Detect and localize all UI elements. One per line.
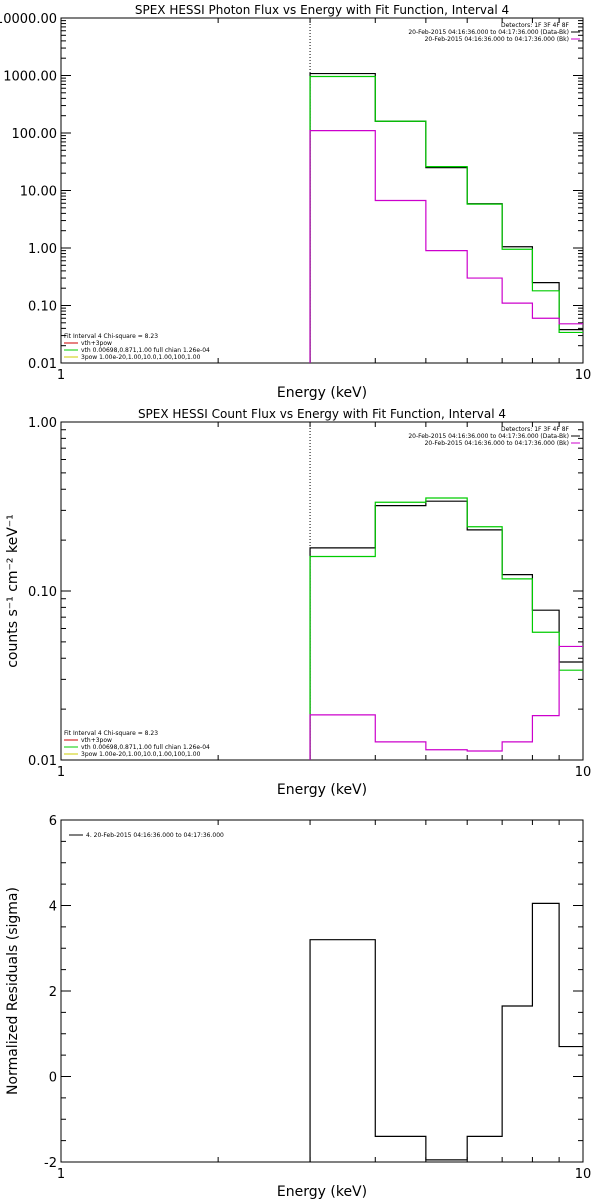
y-tick-label: 0.01 — [28, 754, 57, 769]
y-tick-label: 1.00 — [28, 242, 57, 257]
y-tick-label: 0.01 — [28, 357, 57, 372]
legend-entry: vth+3pow — [81, 340, 112, 347]
legend-entry: 3pow 1.00e-20,1.00,10.0,1.00,100,1.00 — [81, 751, 201, 758]
series-step-line — [309, 497, 583, 760]
y-tick-label: 1000.00 — [3, 70, 57, 85]
legend-entry: 20-Feb-2015 04:16:36.000 to 04:17:36.000… — [408, 29, 569, 36]
legend-entry: vth 0.00698,0.871,1.00 full chian 1.26e-… — [81, 347, 210, 354]
y-tick-label: 100.00 — [12, 127, 58, 142]
chart-title: SPEX HESSI Photon Flux vs Energy with Fi… — [135, 3, 509, 17]
y-tick-label: 6 — [49, 814, 57, 829]
legend-entry: 20-Feb-2015 04:16:36.000 to 04:17:36.000… — [425, 36, 569, 43]
x-axis-label: Energy (keV) — [277, 385, 367, 401]
series-group — [309, 72, 583, 363]
series-group — [309, 497, 583, 760]
y-tick-label: 1.00 — [28, 416, 57, 431]
y-tick-label: 0 — [49, 1071, 57, 1086]
x-tick-label: 1 — [57, 765, 65, 780]
series-group — [309, 902, 583, 1162]
y-tick-label: 10000.00 — [0, 12, 57, 27]
x-axis-label: Energy (keV) — [277, 1184, 367, 1200]
x-tick-label: 10 — [575, 368, 592, 383]
legend-entry: Fit Interval 4 Chi-square = 8.23 — [64, 730, 158, 737]
legend-entry: 3pow 1.00e-20,1.00,10.0,1.00,100,1.00 — [81, 354, 201, 361]
legend-entry: Detectors: 1F 3F 4F 8F — [501, 22, 570, 29]
series-step-line — [309, 75, 583, 363]
y-axis-label: Normalized Residuals (sigma) — [5, 887, 21, 1095]
x-tick-label: 10 — [575, 765, 592, 780]
y-axis-label: counts s⁻¹ cm⁻² keV⁻¹ — [5, 514, 21, 668]
legend-entry: 20-Feb-2015 04:16:36.000 to 04:17:36.000… — [408, 433, 569, 440]
x-tick-label: 10 — [575, 1167, 592, 1182]
x-axis-label: Energy (keV) — [277, 782, 367, 798]
plot-frame — [60, 421, 584, 761]
x-tick-label: 1 — [57, 1167, 65, 1182]
series-step-line — [309, 130, 583, 363]
legend-entry: 4. 20-Feb-2015 04:16:36.000 to 04:17:36.… — [86, 832, 224, 839]
y-tick-label: 0.10 — [28, 300, 57, 315]
plot-frame — [60, 819, 584, 1163]
y-tick-label: 4 — [49, 900, 57, 915]
y-tick-label: -2 — [44, 1156, 57, 1171]
legend-entry: Detectors: 1F 3F 4F 8F — [501, 426, 570, 433]
y-tick-label: 0.10 — [28, 585, 57, 600]
plot-frame — [60, 17, 584, 364]
x-tick-label: 1 — [57, 368, 65, 383]
legend-entry: vth 0.00698,0.871,1.00 full chian 1.26e-… — [81, 744, 210, 751]
legend-entry: vth+3pow — [81, 737, 112, 744]
chart-title: SPEX HESSI Count Flux vs Energy with Fit… — [138, 407, 506, 421]
series-step-line — [309, 500, 583, 760]
y-tick-label: 2 — [49, 985, 57, 1000]
series-step-line — [309, 645, 583, 760]
series-step-line — [309, 72, 583, 363]
y-tick-label: 10.00 — [20, 185, 57, 200]
series-step-line — [309, 902, 583, 1162]
legend-entry: 20-Feb-2015 04:16:36.000 to 04:17:36.000… — [425, 440, 569, 447]
legend-entry: Fit Interval 4 Chi-square = 8.23 — [64, 333, 158, 340]
